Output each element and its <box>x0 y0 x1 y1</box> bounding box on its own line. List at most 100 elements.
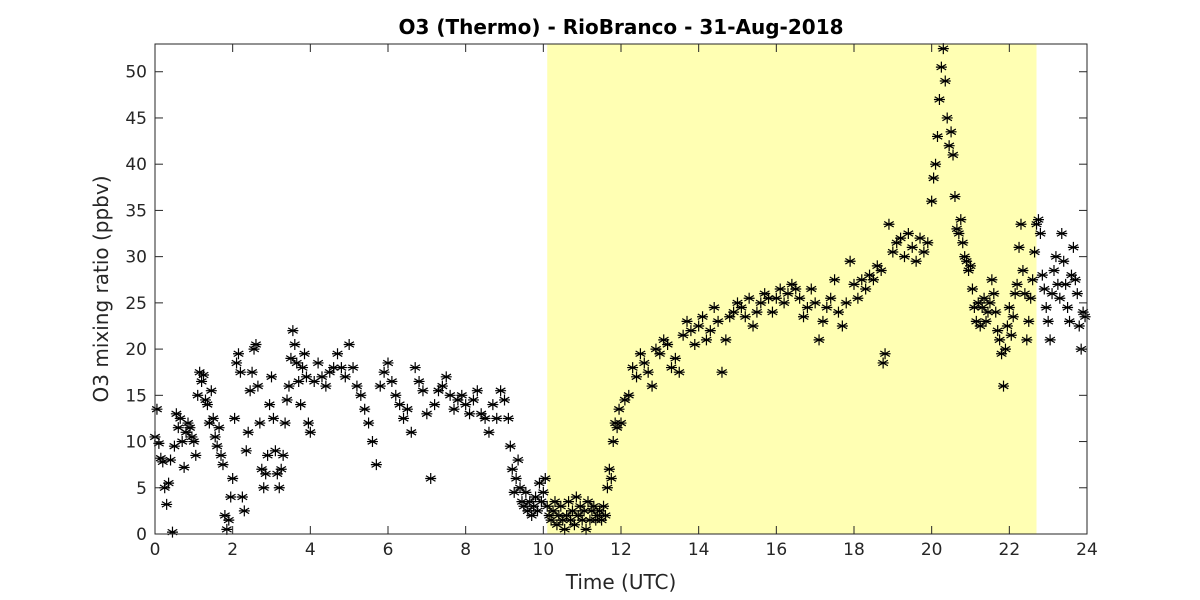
data-point <box>405 426 417 438</box>
data-point <box>1079 311 1091 323</box>
data-point <box>535 496 547 508</box>
data-point <box>681 315 693 327</box>
data-point <box>440 371 452 383</box>
x-tick-label: 24 <box>1076 540 1098 560</box>
data-point <box>483 426 495 438</box>
data-point <box>192 389 204 401</box>
data-point <box>928 172 940 184</box>
data-point <box>302 417 314 429</box>
data-point <box>537 486 549 498</box>
data-point <box>398 412 410 424</box>
data-point <box>166 526 178 538</box>
data-point <box>1007 311 1019 323</box>
data-point <box>658 334 670 346</box>
data-point <box>1042 315 1054 327</box>
data-point <box>926 195 938 207</box>
data-point <box>188 436 200 448</box>
data-point <box>965 260 976 272</box>
data-point <box>953 228 965 240</box>
data-point <box>598 500 610 512</box>
x-axis-label: Time (UTC) <box>565 570 677 594</box>
data-point <box>343 338 355 350</box>
data-point <box>1064 315 1076 327</box>
data-point <box>590 514 602 526</box>
y-tick-label: 35 <box>125 201 147 221</box>
data-point <box>545 514 557 526</box>
data-point <box>829 274 841 286</box>
data-point <box>223 514 235 526</box>
data-point <box>1040 301 1052 313</box>
data-point <box>955 214 967 226</box>
data-point <box>879 348 891 360</box>
data-point <box>786 278 798 290</box>
data-point <box>662 338 674 350</box>
y-axis-ticks: 0 5 10 15 20 25 30 35 40 45 50 <box>125 63 1087 545</box>
data-point <box>836 320 848 332</box>
data-point <box>551 519 563 531</box>
y-axis-label: O3 mixing ratio (ppbv) <box>89 176 113 403</box>
data-point <box>939 75 951 87</box>
data-point <box>996 348 1008 360</box>
data-point <box>813 334 825 346</box>
data-point <box>153 437 165 449</box>
data-point <box>974 320 986 332</box>
data-point <box>262 449 274 461</box>
data-point <box>219 510 231 522</box>
data-point <box>747 320 759 332</box>
data-point <box>180 426 192 438</box>
data-point <box>963 265 975 277</box>
data-point <box>922 237 934 249</box>
data-point <box>182 417 194 429</box>
y-tick-label: 0 <box>136 525 147 545</box>
data-point <box>704 325 716 337</box>
data-point <box>308 375 320 387</box>
data-point <box>1077 306 1089 318</box>
data-point <box>417 385 429 397</box>
data-point <box>205 385 217 397</box>
data-point <box>285 352 297 364</box>
data-point <box>217 459 229 471</box>
y-tick-label: 45 <box>125 109 147 129</box>
data-point <box>374 380 386 392</box>
data-point <box>495 385 507 397</box>
x-tick-label: 14 <box>688 540 710 560</box>
data-point <box>570 491 582 503</box>
data-point <box>646 380 658 392</box>
data-point <box>817 315 829 327</box>
data-point <box>790 283 802 295</box>
data-point <box>429 399 441 411</box>
data-point <box>155 452 167 464</box>
data-point <box>601 482 613 494</box>
data-point <box>297 362 309 374</box>
data-point <box>178 461 190 473</box>
y-tick-label: 10 <box>125 433 147 453</box>
data-point <box>1054 292 1066 304</box>
data-point <box>848 278 860 290</box>
data-point <box>565 514 577 526</box>
data-point <box>1005 329 1017 341</box>
data-point <box>832 306 844 318</box>
data-point <box>957 237 969 249</box>
data-point <box>201 399 213 411</box>
data-point <box>258 482 270 494</box>
data-point <box>732 297 743 309</box>
data-point <box>966 283 978 295</box>
data-point <box>959 251 971 263</box>
data-point <box>436 380 448 392</box>
data-point <box>596 514 608 526</box>
data-point <box>930 158 942 170</box>
data-point <box>673 366 685 378</box>
data-point <box>244 385 256 397</box>
data-point <box>295 399 307 411</box>
data-point <box>231 357 243 369</box>
data-point <box>549 496 561 508</box>
data-point <box>1031 218 1043 230</box>
data-point <box>520 486 532 498</box>
data-point <box>592 510 604 522</box>
data-point <box>603 463 615 475</box>
data-point <box>555 500 567 512</box>
data-point <box>421 408 433 420</box>
data-point <box>1009 288 1021 300</box>
data-point <box>563 496 575 508</box>
